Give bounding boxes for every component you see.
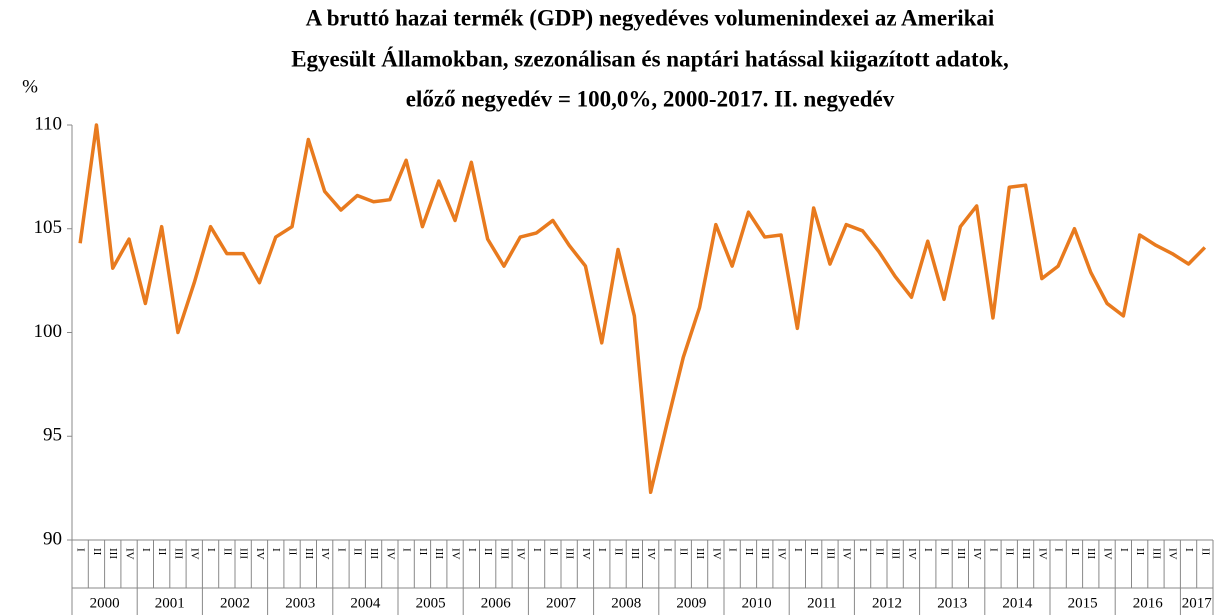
x-tick-label: III [890,548,902,559]
x-tick-label: III [1085,548,1097,559]
x-tick-label: I [75,548,87,552]
x-tick-label: III [955,548,967,559]
x-tick-label: III [107,548,119,559]
x-tick-label: IV [254,548,266,560]
x-tick-label: IV [580,548,592,560]
x-tick-label: II [1004,548,1016,556]
x-tick-label: II [873,548,885,556]
x-tick-label: I [727,548,739,552]
x-tick-label: II [221,548,233,556]
x-tick-label: III [238,548,250,559]
x-tick-label: IV [1102,548,1114,560]
x-tick-label: IV [841,548,853,560]
year-label: 2007 [546,595,577,611]
y-tick-label: 95 [43,425,62,446]
year-label: 2017 [1182,595,1213,611]
year-label: 2014 [1002,595,1033,611]
y-tick-label: 110 [34,113,62,134]
x-tick-label: I [466,548,478,552]
year-label: 2004 [350,595,381,611]
y-tick-label: 90 [43,528,62,549]
year-label: 2012 [872,595,902,611]
year-label: 2016 [1133,595,1164,611]
x-tick-label: III [498,548,510,559]
x-tick-label: IV [124,548,136,560]
x-tick-label: II [678,548,690,556]
x-tick-label: II [808,548,820,556]
x-tick-label: IV [710,548,722,560]
x-tick-label: IV [645,548,657,560]
x-tick-label: II [1069,548,1081,556]
x-tick-label: II [1134,548,1146,556]
x-tick-label: I [987,548,999,552]
x-tick-label: I [140,548,152,552]
x-tick-label: III [1020,548,1032,559]
x-tick-label: I [1118,548,1130,552]
x-tick-label: II [287,548,299,556]
x-tick-label: II [939,548,951,556]
x-tick-label: III [759,548,771,559]
x-tick-label: III [368,548,380,559]
year-label: 2003 [285,595,315,611]
x-tick-label: III [629,548,641,559]
year-label: 2013 [937,595,967,611]
x-tick-label: I [1053,548,1065,552]
x-tick-label: II [352,548,364,556]
year-label: 2001 [155,595,185,611]
x-tick-label: I [596,548,608,552]
x-tick-label: III [564,548,576,559]
year-label: 2008 [611,595,641,611]
x-tick-label: II [482,548,494,556]
x-tick-label: IV [189,548,201,560]
year-label: 2009 [676,595,706,611]
x-tick-label: II [547,548,559,556]
x-tick-label: I [205,548,217,552]
x-tick-label: I [1183,548,1195,552]
year-label: 2015 [1068,595,1098,611]
x-tick-label: III [1150,548,1162,559]
chart-title: A bruttó hazai termék (GDP) negyedéves v… [306,5,995,30]
x-tick-label: IV [1167,548,1179,560]
x-tick-label: II [156,548,168,556]
y-tick-label: 100 [34,321,63,342]
x-tick-label: III [303,548,315,559]
x-tick-label: I [335,548,347,552]
year-label: 2011 [807,595,836,611]
x-tick-label: II [417,548,429,556]
x-tick-label: IV [319,548,331,560]
x-tick-label: III [694,548,706,559]
x-tick-label: IV [515,548,527,560]
year-label: 2010 [742,595,772,611]
x-tick-label: IV [384,548,396,560]
x-tick-label: I [531,548,543,552]
x-tick-label: I [401,548,413,552]
year-label: 2006 [481,595,512,611]
x-tick-label: I [661,548,673,552]
x-tick-label: II [613,548,625,556]
x-tick-label: I [792,548,804,552]
chart-title: Egyesült Államokban, szezonálisan és nap… [291,46,1009,71]
x-tick-label: III [433,548,445,559]
data-line [78,123,1207,495]
x-tick-label: II [743,548,755,556]
x-tick-label: IV [1036,548,1048,560]
x-tick-label: I [270,548,282,552]
x-tick-label: IV [776,548,788,560]
year-label: 2005 [416,595,446,611]
chart-title: előző negyedév = 100,0%, 2000-2017. II. … [406,86,895,111]
x-tick-label: IV [906,548,918,560]
x-tick-label: IV [971,548,983,560]
x-tick-label: II [1199,548,1211,556]
x-tick-label: III [824,548,836,559]
year-label: 2002 [220,595,250,611]
x-tick-label: IV [450,548,462,560]
x-tick-label: I [922,548,934,552]
y-axis-label: % [22,76,38,97]
x-tick-label: III [172,548,184,559]
year-label: 2000 [90,595,120,611]
x-tick-label: I [857,548,869,552]
y-tick-label: 105 [34,217,63,238]
x-tick-label: II [91,548,103,556]
